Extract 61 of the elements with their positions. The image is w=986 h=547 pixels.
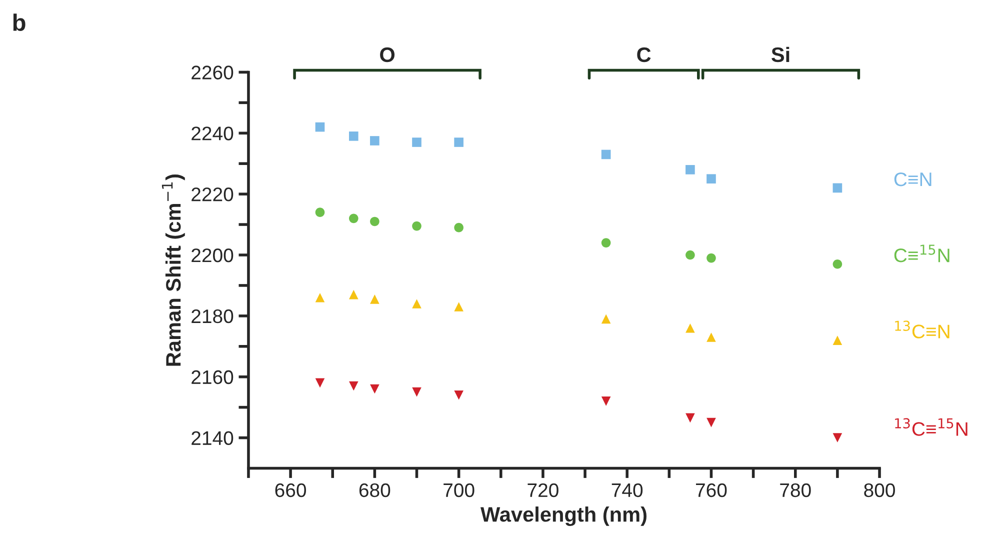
point [454, 302, 464, 312]
text: Si [772, 46, 790, 62]
text: C [637, 47, 651, 62]
point [706, 174, 716, 184]
y-tick-label: 2200 [192, 248, 234, 262]
point [412, 299, 422, 308]
point [348, 214, 358, 224]
point [370, 216, 380, 226]
point [412, 138, 422, 147]
text: $^{13}$C≡$^{15}$N [895, 418, 968, 436]
y-tick-label: 2160 [192, 370, 234, 384]
x-tick-label: 780 [780, 483, 811, 498]
point [686, 165, 695, 174]
point [601, 238, 611, 248]
point [832, 259, 842, 269]
text: C≡N [894, 172, 932, 186]
point [412, 221, 422, 231]
y-tick-label: 2180 [192, 309, 234, 324]
point [315, 122, 325, 132]
point [832, 336, 842, 345]
y-axis-title: Raman Shift (cm$^{−1}$) [162, 174, 185, 366]
text: C≡$^{15}$N [894, 244, 950, 262]
point [370, 294, 380, 304]
y-tick-label: 2220 [192, 188, 234, 202]
point [315, 378, 325, 388]
point [348, 381, 358, 391]
x-tick-label: 740 [612, 483, 643, 498]
point [315, 208, 325, 217]
y-tick-label: 2240 [192, 126, 234, 140]
point [370, 384, 380, 394]
point [454, 138, 464, 147]
point [412, 387, 422, 397]
text: $^{13}$C≡N [895, 320, 950, 338]
point [348, 132, 358, 141]
text: b [13, 14, 26, 32]
point [454, 390, 464, 400]
point [601, 150, 611, 160]
point [832, 183, 842, 193]
point [686, 250, 695, 260]
x-tick-label: 660 [275, 483, 306, 498]
point [706, 332, 716, 342]
point [832, 433, 842, 442]
point [370, 136, 380, 146]
text: O [380, 47, 395, 62]
point [601, 396, 611, 406]
x-tick-label: 700 [444, 483, 474, 498]
x-tick-label: 680 [359, 483, 390, 498]
point [454, 222, 464, 232]
point [706, 253, 716, 263]
x-tick-label: 760 [696, 483, 727, 498]
point [686, 413, 695, 423]
point [601, 314, 611, 324]
point [706, 418, 716, 428]
point [348, 290, 358, 300]
point [315, 292, 325, 302]
x-tick-label: 720 [528, 483, 558, 498]
point [686, 323, 695, 333]
x-tick-label: 800 [864, 483, 895, 498]
y-tick-label: 2260 [192, 66, 234, 80]
y-tick-label: 2140 [192, 431, 234, 446]
x-axis-title: Wavelength (nm) [480, 506, 646, 526]
